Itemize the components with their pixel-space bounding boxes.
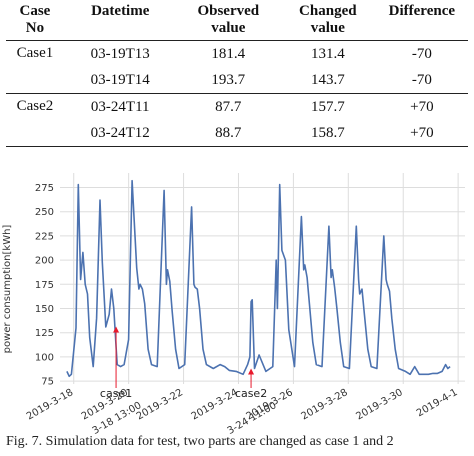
y-tick-label: 275 [35,183,54,194]
difference-cell: -70 [375,67,468,94]
header-datetime: Datetime [63,0,177,41]
y-tick-label: 100 [35,352,54,363]
header-case-no: Case No [6,0,64,41]
observed-cell: 193.7 [176,67,280,94]
y-tick-label: 250 [35,207,54,218]
table-row: 03-19T14 193.7 143.7 -70 [6,67,468,94]
header-difference: Difference [375,0,468,41]
annotation-label: case1 [100,387,132,400]
difference-cell: -70 [411,45,432,62]
header-observed-value: Observed value [176,0,280,41]
y-tick-label: 175 [35,280,54,291]
table-row: Case1 03-19T13 181.4 131.4 -70 [6,40,468,94]
changed-cell: 158.7 [279,120,376,147]
y-axis: 75 100 125 150 175 200 225 250 275 [35,183,54,388]
table-header-row: Case No Datetime Observed value Changed val… [6,0,468,41]
grid [60,173,465,384]
changed-cell: 143.7 [279,67,376,94]
datetime-cell: 03-24T11 [90,98,150,115]
table-row: 03-24T12 88.7 158.7 +70 [6,120,468,147]
annotation-arrowhead [113,326,120,333]
changed-cell: 131.4 [310,45,345,62]
datetime-cell: 03-24T12 [63,120,177,147]
datetime-cell: 03-19T13 [90,45,150,62]
y-tick-label: 200 [35,256,54,267]
table-row: Case2 03-24T11 87.7 157.7 +70 [6,93,468,147]
y-tick-label: 125 [35,328,54,339]
difference-cell: +70 [375,120,468,147]
observed-cell: 87.7 [215,98,242,115]
header-changed-value: Changed value [279,0,376,41]
difference-cell: +70 [410,98,434,115]
changed-cell: 157.7 [310,98,345,115]
y-axis-title: power consumption[kWh] [2,225,13,354]
figure-caption: Fig. 7. Simulation data for test, two pa… [6,434,394,449]
comparison-table: Case No Datetime Observed value Changed val… [6,0,468,147]
y-tick-label: 225 [35,231,54,242]
y-tick-label: 75 [41,377,54,388]
observed-cell: 181.4 [211,45,246,62]
annotation-label: case2 [235,387,267,400]
y-tick-label: 150 [35,304,54,315]
case-cell: Case1 [6,40,64,94]
datetime-cell: 03-19T14 [63,67,177,94]
annotation-arrowhead [248,368,255,375]
case-cell: Case2 [6,93,64,147]
observed-cell: 88.7 [176,120,280,147]
